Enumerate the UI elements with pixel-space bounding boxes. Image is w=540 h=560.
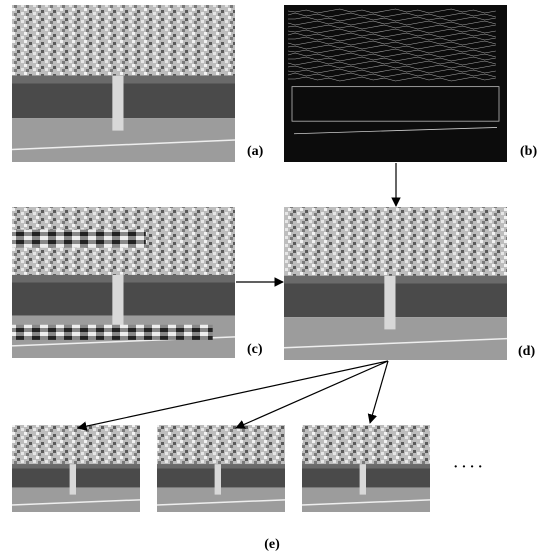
player [384, 276, 395, 330]
panel-label: (c) [247, 342, 263, 357]
player [360, 464, 366, 494]
artifact [12, 230, 146, 248]
arrow [236, 361, 388, 428]
crowd [12, 425, 140, 464]
crowd [12, 5, 235, 76]
ellipsis: · · · · [453, 460, 482, 475]
panel-label: (a) [247, 144, 264, 159]
crowd [157, 425, 285, 464]
image [12, 5, 235, 162]
panel-label: (e) [264, 537, 280, 552]
image [157, 425, 285, 512]
image [12, 207, 235, 358]
image [284, 207, 507, 360]
player [215, 464, 221, 494]
image [284, 5, 507, 162]
image [302, 425, 430, 512]
crowd [302, 425, 430, 464]
player [112, 275, 123, 328]
figure: (a) (b) (c) (d) (e) · · · · [0, 0, 540, 555]
image [12, 425, 140, 512]
player [112, 76, 123, 131]
player [70, 464, 76, 494]
crowd [284, 207, 507, 276]
arrow [78, 361, 388, 428]
arrow [370, 361, 388, 423]
panel-label: (d) [518, 344, 535, 359]
image-bg [284, 5, 507, 162]
panel-label: (b) [520, 144, 537, 159]
artifact [12, 325, 213, 340]
